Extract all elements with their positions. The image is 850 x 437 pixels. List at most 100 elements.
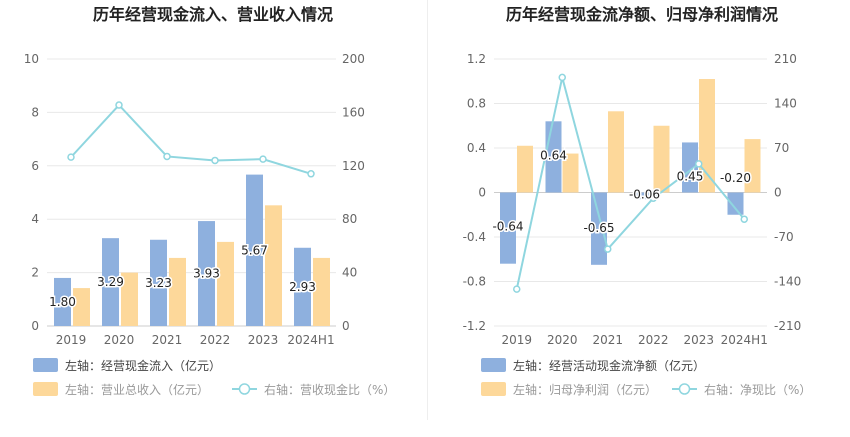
chart1-legend-swatch-profit xyxy=(33,382,58,396)
chart2-left-tick: 0.8 xyxy=(467,97,486,111)
chart1-right-tick: 0 xyxy=(342,319,350,333)
chart2-legend-label-ratio: 右轴：净现比（%） xyxy=(704,382,811,397)
chart1-bar-profit-2024H1 xyxy=(313,257,330,326)
chart2-right-tick: 70 xyxy=(774,141,789,155)
chart1-left-tick: 0 xyxy=(31,319,39,333)
chart2-ratio-point-2020 xyxy=(558,73,566,82)
chart2-x-tick: 2021 xyxy=(592,333,623,347)
chart2-right-tick: -140 xyxy=(774,275,801,289)
chart1-ratio-line xyxy=(70,103,312,175)
chart2-bar-profit-2020 xyxy=(562,153,579,193)
chart2-right-tick: 0 xyxy=(774,186,782,200)
chart2-right-tick: -70 xyxy=(774,230,794,244)
chart2-bar-profit-2019 xyxy=(517,145,533,193)
chart2-x-tick: 2020 xyxy=(547,333,578,347)
chart1-legend-swatch-ratio-marker xyxy=(238,383,251,395)
chart2-data-label-2023: 0.45 xyxy=(677,169,704,183)
chart1-x-tick: 2022 xyxy=(200,333,231,347)
panel-divider xyxy=(427,0,428,420)
chart2-right-tick: -210 xyxy=(774,319,801,333)
chart2-left-tick: -0.4 xyxy=(463,230,486,244)
chart2-left-tick: 0 xyxy=(478,186,486,200)
chart1-legend-label-profit: 左轴：营业总收入（亿元） xyxy=(65,382,209,397)
chart1-data-label-2020: 3.29 xyxy=(97,275,124,289)
chart2-x-tick: 2022 xyxy=(638,333,669,347)
chart2-title: 历年经营现金流净额、归母净利润情况 xyxy=(506,5,778,24)
chart2-data-label-2024H1: -0.20 xyxy=(720,171,751,185)
chart1-bar-profit-2021 xyxy=(169,257,186,326)
chart2-ratio-point-2022 xyxy=(649,194,657,202)
chart1-left-tick: 4 xyxy=(31,212,39,226)
chart1-right-tick: 40 xyxy=(342,266,357,280)
chart2-right-tick: 140 xyxy=(774,97,797,111)
chart1-bar-profit-2022 xyxy=(217,241,234,326)
chart1-legend-swatch-cash xyxy=(33,358,58,372)
chart1-ratio-point-2023 xyxy=(259,155,267,163)
chart2-ratio-line xyxy=(515,77,746,290)
chart2-left-tick: 1.2 xyxy=(467,52,486,66)
chart1-bar-cash-2022 xyxy=(198,221,215,326)
chart1-bar-cash-2024H1 xyxy=(294,247,311,326)
chart2-ratio-point-2019 xyxy=(513,285,521,293)
chart1-ratio-point-2022 xyxy=(211,156,219,165)
chart2-ratio-point-2024H1 xyxy=(740,215,748,223)
chart2-left-tick: 0.4 xyxy=(467,141,486,155)
chart1-left-tick: 10 xyxy=(24,52,39,66)
chart1-left-tick: 6 xyxy=(31,159,39,173)
chart2-bar-profit-2024H1 xyxy=(744,139,761,193)
chart2-bar-cash-2022 xyxy=(636,192,653,200)
chart2-bar-cash-2024H1 xyxy=(727,192,744,215)
chart1-x-tick: 2020 xyxy=(104,333,135,347)
chart2-x-tick: 2024H1 xyxy=(721,333,768,347)
chart1-title: 历年经营现金流入、营业收入情况 xyxy=(93,5,333,24)
chart2-legend-label-cash: 左轴：经营活动现金流净额（亿元） xyxy=(513,358,705,373)
chart1-right-tick: 80 xyxy=(342,212,357,226)
chart1-x-tick: 2024H1 xyxy=(287,333,334,347)
chart1-bar-cash-2021 xyxy=(150,239,167,326)
chart1-bar-profit-2020 xyxy=(121,272,138,326)
chart1-legend-label-cash: 左轴：经营现金流入（亿元） xyxy=(65,358,221,373)
chart1-data-label-2021: 3.23 xyxy=(145,276,172,290)
chart1-right-tick: 200 xyxy=(342,52,365,66)
chart1-left-tick: 2 xyxy=(31,266,39,280)
chart1-left-tick: 8 xyxy=(31,105,39,119)
chart2-bar-cash-2019 xyxy=(500,192,516,264)
chart2-x-tick: 2019 xyxy=(501,333,532,347)
chart2-bar-cash-2021 xyxy=(591,192,607,265)
chart1-data-label-2023: 5.67 xyxy=(241,243,268,257)
chart1-bar-cash-2020 xyxy=(102,238,119,326)
chart2-bar-profit-2022 xyxy=(653,125,670,193)
chart2-legend-swatch-profit xyxy=(481,382,506,396)
chart2-left-tick: -1.2 xyxy=(463,319,486,333)
chart2-left-tick: -0.8 xyxy=(463,275,486,289)
chart2-data-label-2021: -0.65 xyxy=(583,221,614,235)
chart2-bar-profit-2021 xyxy=(608,111,624,193)
chart2-x-tick: 2023 xyxy=(683,333,714,347)
chart2-right-tick: 210 xyxy=(774,52,797,66)
chart1-ratio-point-2024H1 xyxy=(307,170,315,178)
chart2-bar-profit-2023 xyxy=(699,79,715,193)
chart1-x-tick: 2019 xyxy=(56,333,87,347)
chart2-ratio-point-2021 xyxy=(604,245,612,253)
chart1-data-label-2024H1: 2.93 xyxy=(289,280,316,294)
chart1-ratio-point-2021 xyxy=(163,152,171,161)
chart2-data-label-2020: 0.64 xyxy=(540,148,567,162)
chart1-legend-label-ratio: 右轴：营收现金比（%） xyxy=(264,382,395,397)
chart1-ratio-point-2019 xyxy=(67,153,75,161)
chart2-ratio-point-2023 xyxy=(695,160,703,168)
chart1-bar-profit-2019 xyxy=(73,288,90,326)
chart2-legend-swatch-ratio-marker xyxy=(678,383,691,395)
chart2-data-label-2022: -0.06 xyxy=(629,188,660,202)
chart1-data-label-2019: 1.80 xyxy=(49,295,76,309)
chart2-legend-label-profit: 左轴：归母净利润（亿元） xyxy=(513,382,657,397)
chart2-data-label-2019: -0.64 xyxy=(492,220,523,234)
chart1-data-label-2022: 3.93 xyxy=(193,267,220,281)
chart1-bar-cash-2023 xyxy=(246,174,263,326)
chart1-x-tick: 2021 xyxy=(152,333,183,347)
chart1-right-tick: 120 xyxy=(342,159,365,173)
chart1-bar-profit-2023 xyxy=(265,205,282,326)
chart1-x-tick: 2023 xyxy=(248,333,279,347)
chart2-bar-cash-2023 xyxy=(682,142,698,193)
chart1-ratio-point-2020 xyxy=(115,101,123,109)
